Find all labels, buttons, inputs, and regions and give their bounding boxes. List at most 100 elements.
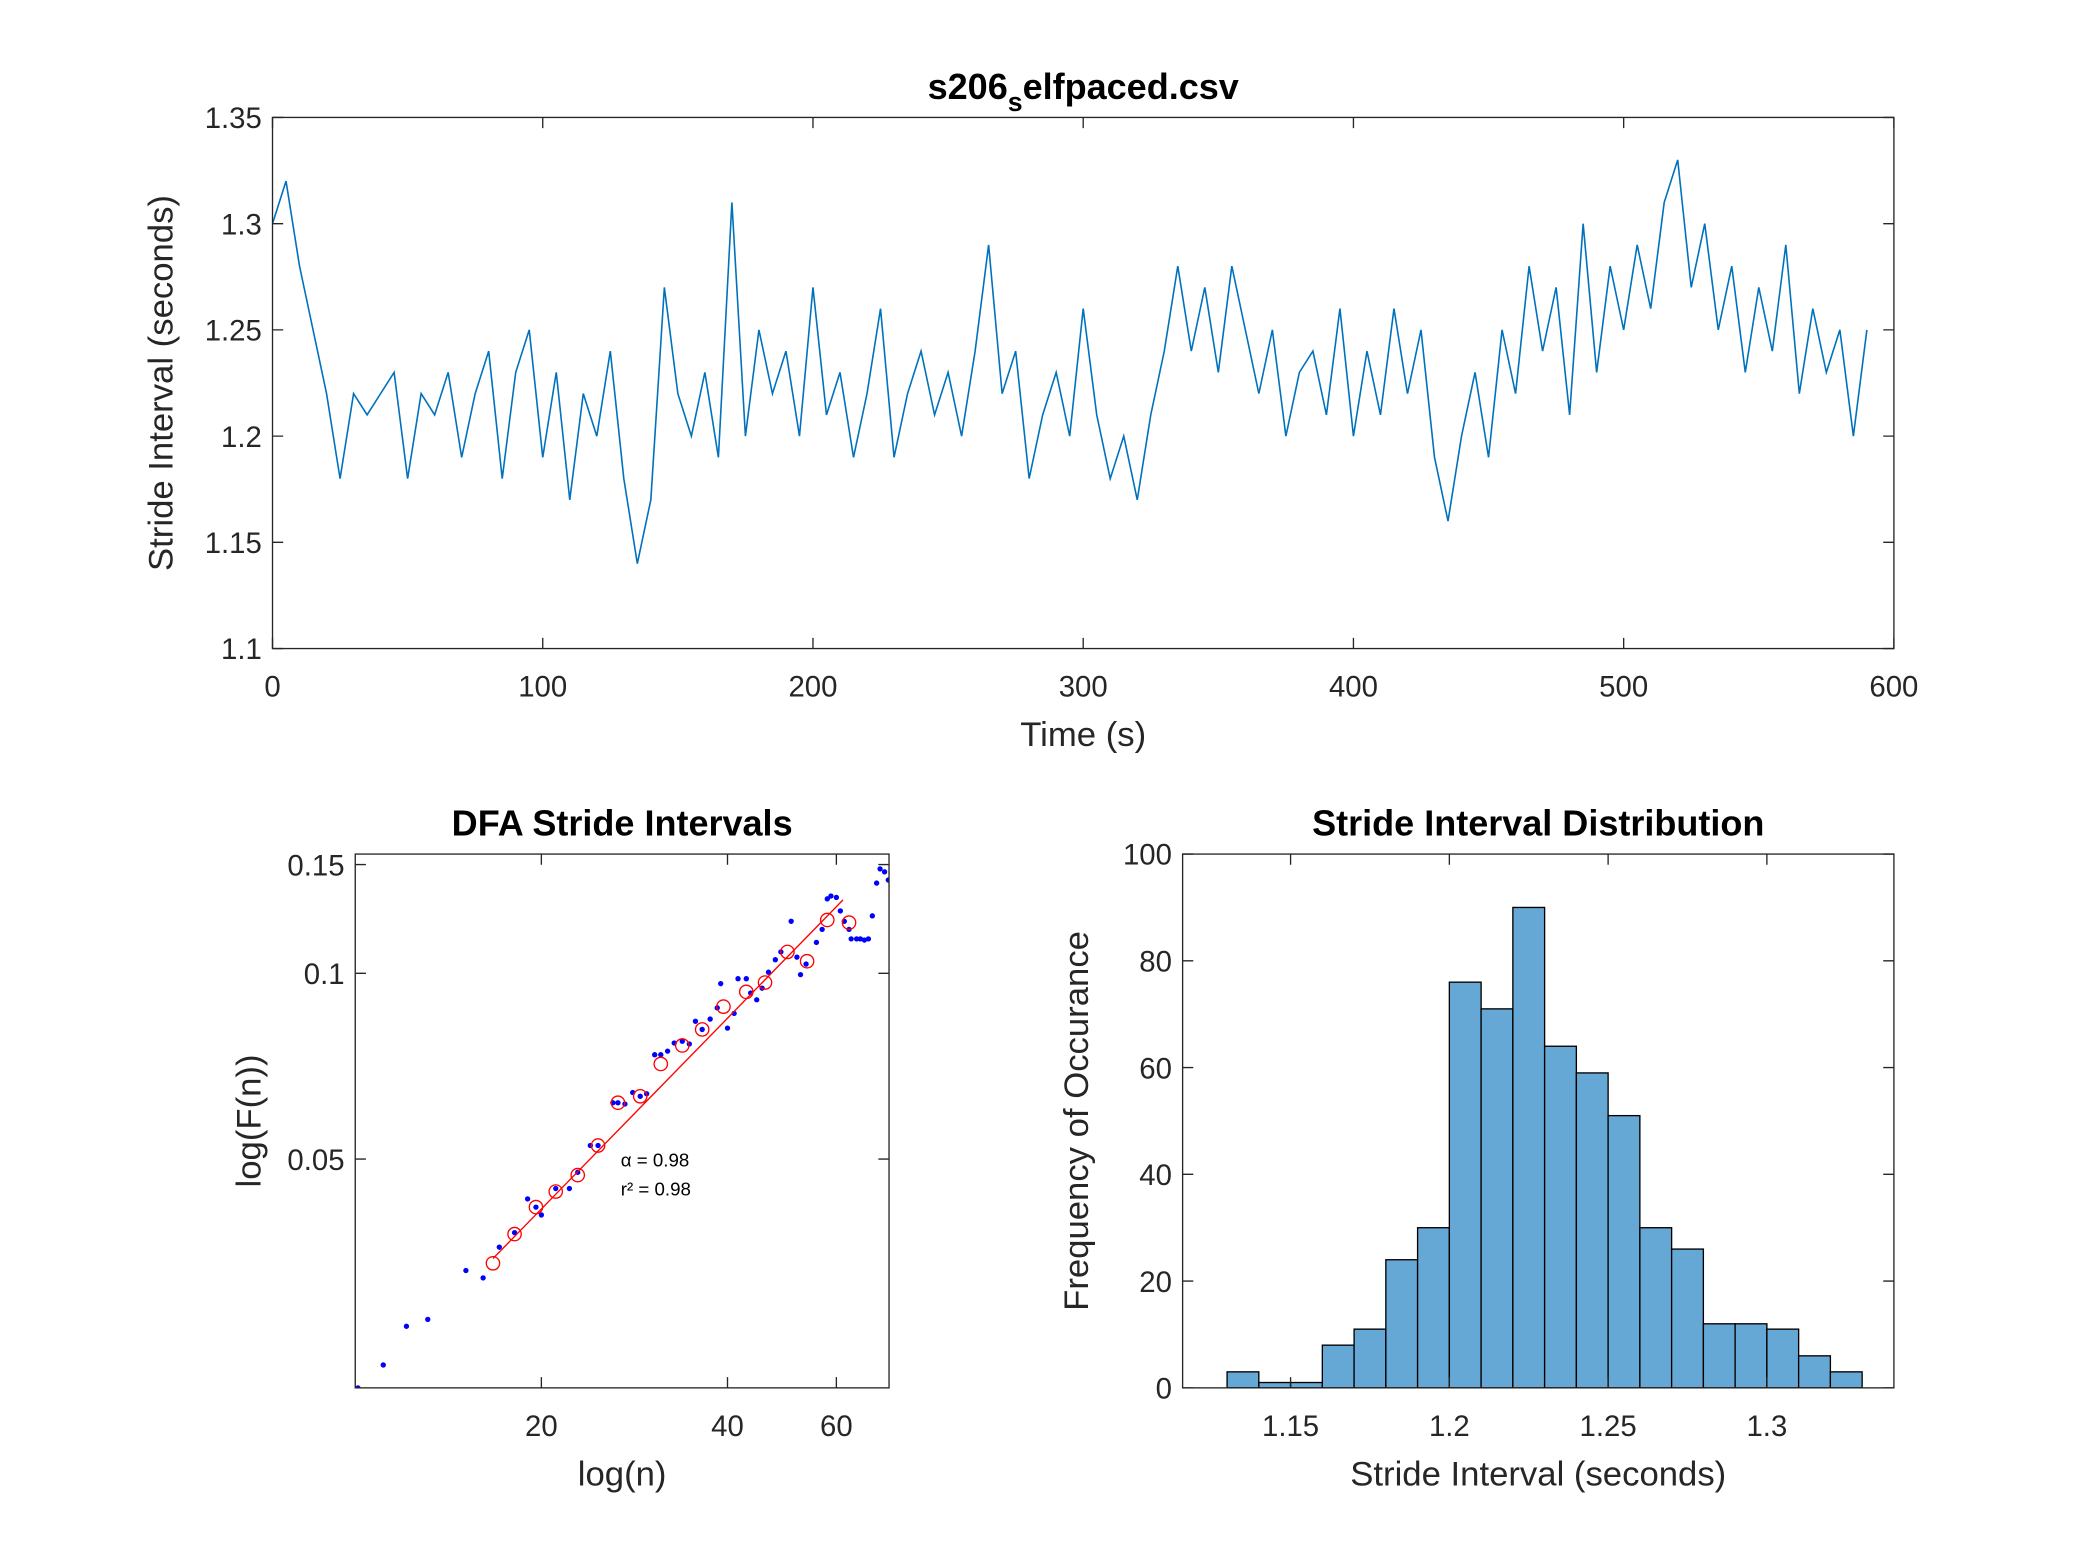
data-point: [743, 976, 749, 982]
y-tick-label: 1.3: [221, 208, 262, 241]
annotation: α = 0.98: [621, 1149, 689, 1170]
data-point: [788, 918, 794, 924]
x-tick-label: 100: [518, 671, 567, 704]
data-point: [566, 1185, 573, 1192]
x-axis-label: Time (s): [1020, 716, 1146, 754]
data-point: [511, 1230, 518, 1236]
y-tick-label: 1.15: [205, 527, 262, 560]
y-tick-label: 1.2: [221, 421, 262, 454]
x-tick-label: 1.15: [1262, 1410, 1319, 1443]
x-tick-label: 0: [264, 671, 280, 704]
y-tick-label: 60: [1139, 1052, 1172, 1085]
fit-point: [716, 999, 731, 1014]
title-part: s: [1008, 87, 1023, 117]
data-point: [403, 1323, 410, 1329]
histogram-bar: [1766, 1328, 1800, 1388]
data-point: [380, 1362, 386, 1368]
x-axis-label: log(n): [578, 1455, 667, 1493]
histogram-bar: [1639, 1227, 1673, 1388]
chart-title: Stride Interval Distribution: [1312, 802, 1764, 843]
data-point: [735, 976, 741, 982]
data-point: [524, 1196, 531, 1202]
fit-point: [780, 944, 795, 960]
data-point: [853, 936, 860, 942]
data-point: [658, 1052, 664, 1058]
data-point: [765, 969, 772, 975]
chart-title: DFA Stride Intervals: [452, 802, 793, 843]
x-tick-label: 600: [1869, 671, 1918, 704]
fit-point: [632, 1088, 648, 1104]
data-point: [869, 913, 876, 919]
fit-line: [492, 899, 844, 1260]
histogram-bar: [1575, 1072, 1609, 1388]
histogram-bar: [1353, 1328, 1387, 1388]
x-tick-label: 500: [1599, 671, 1648, 704]
data-point: [881, 869, 888, 875]
data-point: [813, 939, 820, 946]
data-point: [794, 954, 800, 960]
fit-point: [757, 975, 773, 990]
data-point: [772, 957, 779, 963]
histogram-bar: [1416, 1227, 1451, 1388]
x-tick-label: 400: [1329, 671, 1378, 704]
fit-point: [610, 1095, 626, 1111]
histogram-bar: [1670, 1248, 1705, 1388]
subplot: 0 100 200 300 400 500 600 1.1 1.15 1.2 1.25 1.3 1.35…: [142, 66, 1918, 754]
data-point: [877, 866, 883, 872]
y-tick-label: 0.1: [304, 958, 345, 991]
histogram-bar: [1512, 906, 1546, 1388]
axes-box: [354, 853, 890, 1389]
fit-point: [590, 1138, 606, 1153]
data-point: [533, 1204, 539, 1210]
data-point: [615, 1100, 621, 1106]
data-point: [873, 880, 880, 886]
data-point: [824, 896, 830, 902]
y-tick-label: 0: [1156, 1373, 1172, 1406]
x-axis-label: Stride Interval (seconds): [1350, 1455, 1726, 1493]
fit-point: [799, 953, 815, 969]
fit-point: [570, 1167, 586, 1183]
y-tick-label: 100: [1123, 839, 1172, 872]
histogram-bar: [1829, 1371, 1863, 1388]
data-point: [480, 1275, 486, 1281]
x-tick-label: 1.2: [1429, 1410, 1470, 1443]
y-tick-label: 1.1: [221, 633, 262, 666]
fit-point: [507, 1226, 522, 1242]
histogram-bar: [1385, 1259, 1419, 1388]
x-tick-label: 1.25: [1580, 1410, 1637, 1443]
data-point: [819, 926, 825, 933]
x-tick-label: 300: [1059, 671, 1108, 704]
data-point: [837, 908, 844, 914]
y-tick-label: 0.15: [287, 849, 344, 882]
plot-area: [272, 159, 1868, 564]
data-point: [833, 894, 840, 901]
y-tick-label: 1.35: [205, 102, 262, 135]
fit-point: [694, 1022, 710, 1037]
y-tick-label: 20: [1139, 1266, 1172, 1299]
data-point: [553, 1185, 559, 1192]
data-point: [707, 1016, 713, 1022]
histogram-bar: [1258, 1381, 1292, 1388]
y-axis-label: Frequency of Occurance: [1058, 931, 1096, 1311]
fit-point: [674, 1038, 690, 1053]
x-tick-label: 20: [525, 1410, 558, 1443]
annotation: r² = 0.98: [621, 1179, 691, 1200]
x-tick-label: 60: [820, 1410, 853, 1443]
data-point: [865, 936, 872, 942]
data-point: [679, 1038, 685, 1044]
data-point: [885, 877, 890, 883]
data-point: [724, 1025, 731, 1031]
data-point: [664, 1048, 671, 1054]
data-point: [595, 1142, 601, 1149]
y-tick-label: 1.25: [205, 315, 262, 348]
y-tick-label: 40: [1139, 1159, 1172, 1192]
axes-box: [1181, 853, 1895, 1389]
y-axis-label: Stride Interval (seconds): [142, 195, 180, 571]
x-tick-label: 1.3: [1746, 1410, 1787, 1443]
data-point: [848, 936, 854, 942]
subplot: 1.15 1.2 1.25 1.3 0 20 40 60 80 100 Stride Interva…: [1058, 802, 1895, 1493]
chart-title: s206selfpaced.csv: [928, 66, 1239, 117]
data-point: [699, 1026, 705, 1033]
histogram-bar: [1321, 1344, 1355, 1388]
